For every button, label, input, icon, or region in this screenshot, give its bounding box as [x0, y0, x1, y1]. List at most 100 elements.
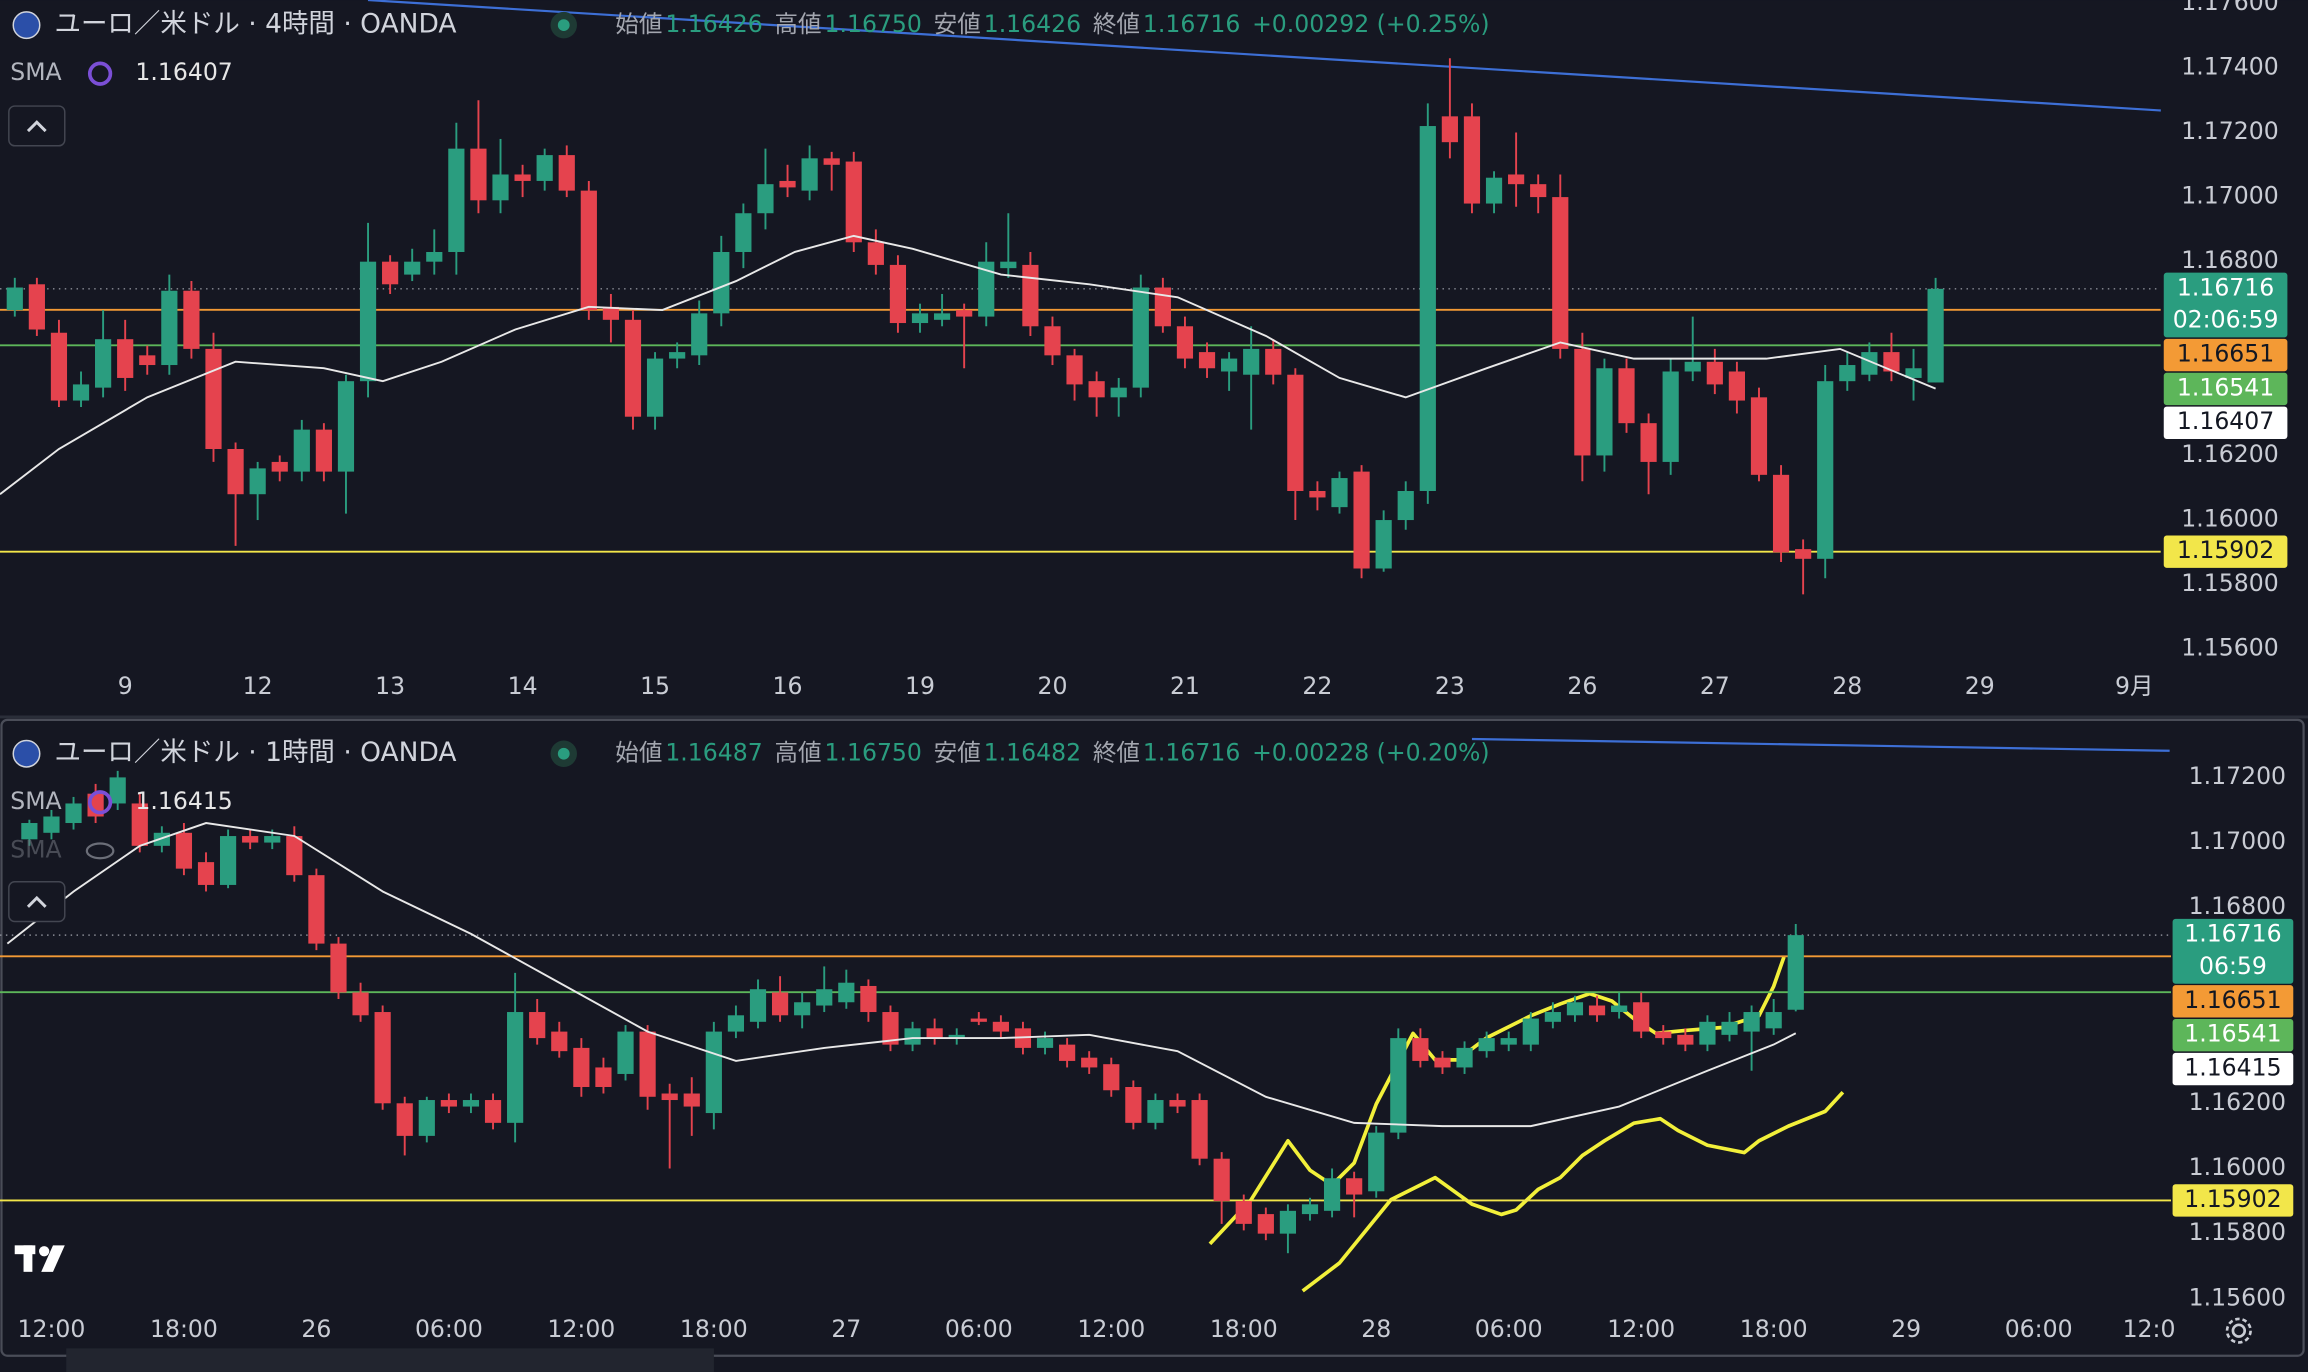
price-tag	[2172, 918, 2294, 984]
candle-body	[757, 184, 774, 214]
legend-open-label: 始値	[615, 10, 662, 38]
candle-body	[1154, 287, 1171, 327]
candle-body	[1147, 1100, 1164, 1123]
x-tick-label: 29	[1965, 672, 1995, 700]
candle-body	[1721, 1021, 1738, 1035]
x-tick-label: 28	[1361, 1315, 1391, 1343]
candle-body	[1397, 490, 1414, 521]
candle-body	[1088, 381, 1105, 398]
y-tick-label: 1.17200	[2189, 762, 2286, 790]
candle-body	[639, 1031, 656, 1097]
candle-body	[602, 306, 620, 320]
legend-close: 1.16716	[1143, 10, 1240, 38]
indicator-value: 1.16415	[135, 787, 232, 815]
candle-body	[462, 1100, 480, 1107]
candle-body	[551, 1031, 568, 1052]
candle-body	[514, 174, 531, 181]
candle-body	[1743, 1012, 1760, 1032]
candle-body	[1456, 1047, 1473, 1068]
collapse-button[interactable]	[8, 881, 66, 923]
legend-close: 1.16716	[1143, 738, 1240, 766]
plot-area	[0, 58, 2161, 595]
candle-body	[1522, 1018, 1539, 1045]
sma-line	[6, 822, 1797, 1128]
candle-body	[926, 1028, 943, 1039]
candle-body	[1706, 361, 1723, 385]
x-tick-label: 9	[118, 672, 133, 700]
candle-body	[227, 449, 244, 495]
candle-body	[1022, 264, 1039, 327]
x-tick-label: 12:0	[2123, 1315, 2176, 1343]
candle-body	[713, 251, 730, 314]
candle-body	[1478, 1038, 1495, 1052]
price-tag-label: 1.16541	[2184, 1020, 2281, 1048]
x-tick-label: 23	[1435, 672, 1465, 700]
candle-body	[1169, 1100, 1186, 1107]
candle-body	[1817, 381, 1834, 559]
candle-body	[1596, 368, 1613, 456]
legend-change: +0.00292 (+0.25%)	[1252, 10, 1489, 38]
candle-body	[529, 1012, 546, 1039]
x-tick-label: 12:00	[18, 1315, 86, 1343]
candle-body	[860, 985, 877, 1013]
legend-low: 1.16482	[984, 738, 1081, 766]
price-tag	[2163, 272, 2288, 338]
drawing-toolbar[interactable]	[66, 1348, 714, 1372]
y-tick-label: 1.15600	[2189, 1283, 2286, 1311]
x-tick-label: 14	[508, 672, 538, 700]
x-tick-label: 26	[1567, 672, 1597, 700]
candle-body	[536, 155, 553, 181]
ohlc-legend: 始値 1.16426 高値 1.16750 安値 1.16426 終値 1.16716 +0.0…	[615, 10, 1489, 38]
x-tick-label: 9月	[2115, 672, 2154, 700]
candle-body	[735, 213, 752, 252]
candle-body	[595, 1067, 612, 1087]
candle-body	[1419, 126, 1436, 491]
collapse-button[interactable]	[8, 105, 66, 147]
indicator-name: SMA	[10, 787, 61, 815]
market-status-dot	[557, 747, 570, 760]
candle-body	[889, 264, 907, 324]
candle-body	[1331, 478, 1348, 508]
price-tag-label: 1.16716	[2177, 273, 2274, 301]
x-tick-label: 12	[243, 672, 273, 700]
y-tick-label: 1.15800	[2181, 569, 2278, 597]
candle-body	[779, 180, 796, 188]
candle-body	[448, 148, 465, 252]
price-tag	[2163, 372, 2288, 406]
candle-body	[1036, 1038, 1054, 1048]
candle-body	[956, 310, 973, 317]
candle-body	[1640, 423, 1657, 462]
x-tick-label: 06:00	[2005, 1315, 2073, 1343]
candle-body	[1463, 116, 1481, 204]
legend-open-label: 始値	[615, 738, 662, 766]
candle-body	[1257, 1214, 1274, 1234]
legend-change: +0.00228 (+0.20%)	[1252, 738, 1489, 766]
y-tick-label: 1.16000	[2189, 1153, 2286, 1181]
candle-body	[1544, 1012, 1561, 1022]
candle-body	[271, 461, 288, 472]
candle-body	[933, 313, 951, 320]
candle-body	[359, 261, 377, 382]
x-tick-label: 16	[773, 672, 803, 700]
trend-line	[367, 0, 2161, 112]
candle-body	[823, 158, 840, 165]
candle-body	[1905, 368, 1922, 378]
candle-body	[1618, 368, 1635, 424]
price-tag	[2172, 1019, 2294, 1052]
candle-body	[904, 1028, 921, 1045]
collapse-icon	[26, 895, 47, 908]
symbol-flag	[12, 11, 41, 40]
candle-body	[978, 261, 995, 317]
legend-low-label: 安値	[934, 10, 981, 38]
legend-high: 1.16750	[825, 738, 922, 766]
candle-body	[1552, 197, 1569, 349]
candle-body	[6, 287, 23, 311]
candle-body	[992, 1021, 1009, 1032]
candle-body	[404, 261, 421, 275]
settings-button[interactable]	[2225, 1317, 2252, 1344]
candle-body	[1434, 1057, 1451, 1068]
candle-body	[72, 384, 90, 401]
legend-open: 1.16426	[665, 10, 762, 38]
tradingview-logo	[14, 1245, 65, 1272]
x-tick-label: 06:00	[415, 1315, 483, 1343]
